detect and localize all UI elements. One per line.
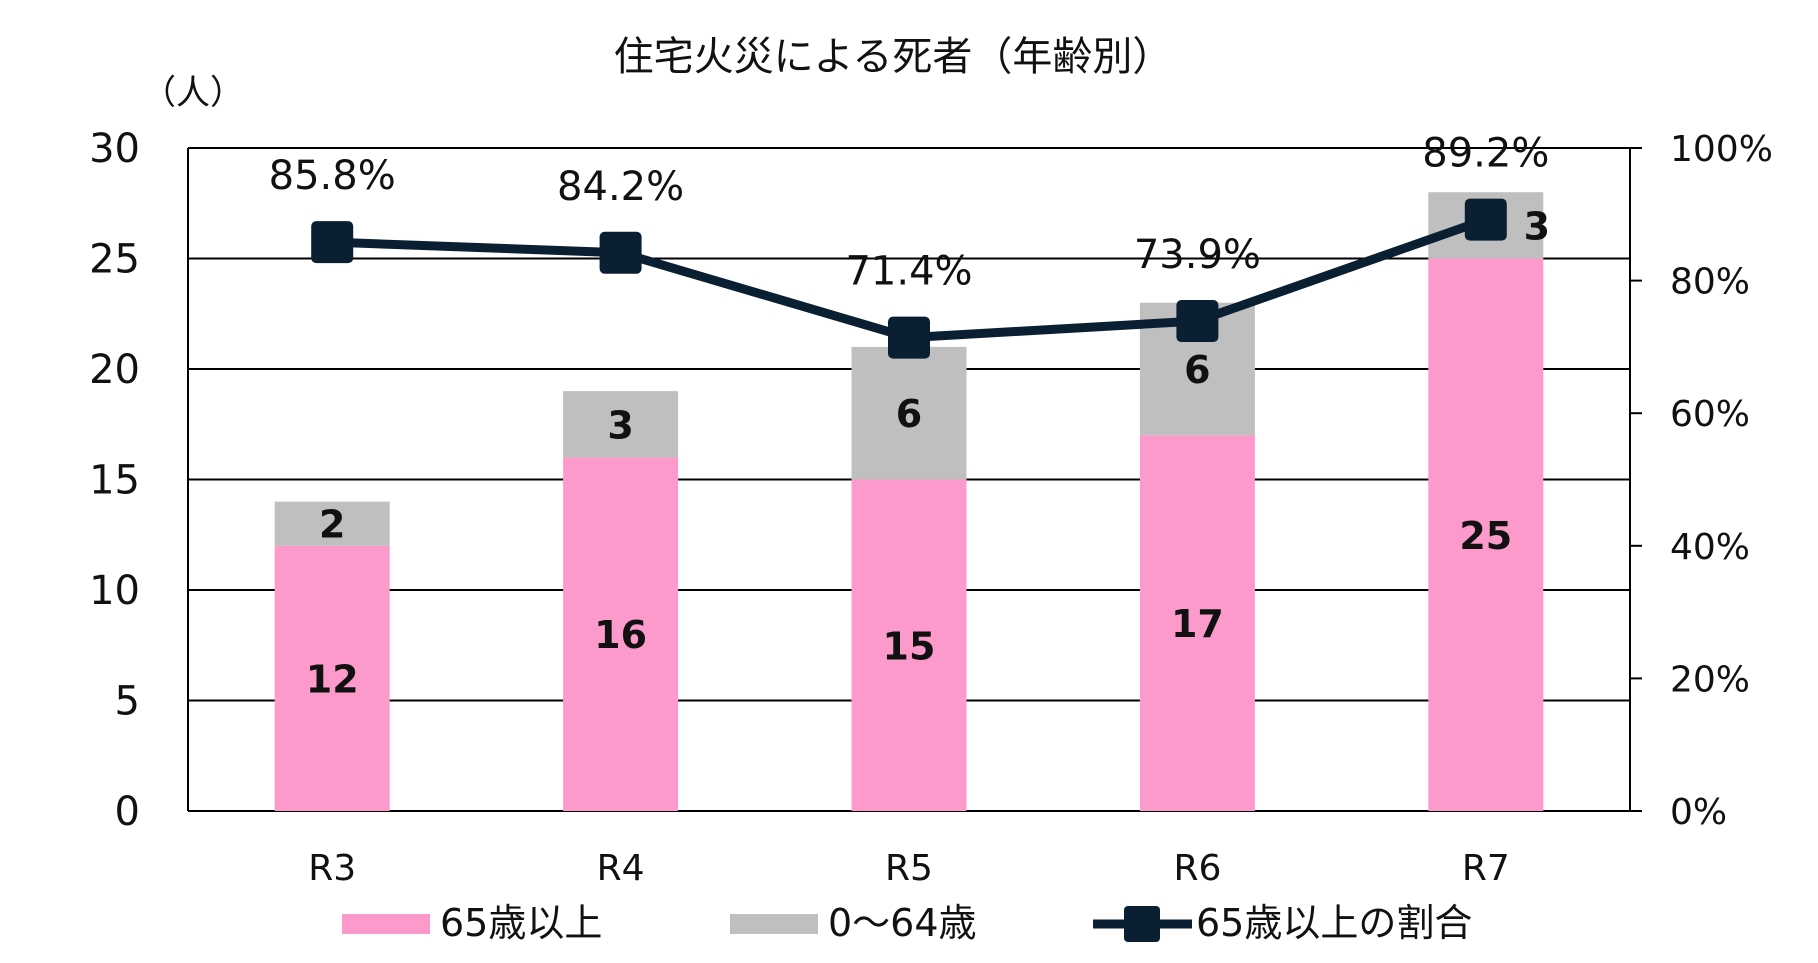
y-tick-label: 15	[89, 458, 140, 504]
legend: 65歳以上 0～64歳 65歳以上の割合	[342, 901, 1472, 945]
ratio-value-label: 71.4%	[845, 249, 972, 295]
y-tick-label: 0	[115, 789, 140, 835]
bar-segment	[1428, 258, 1544, 811]
chart-title: 住宅火災による死者（年齢別）	[614, 34, 1173, 80]
ratio-value-label: 73.9%	[1134, 232, 1261, 278]
y2-axis-ticks: 0% 20% 40% 60% 80% 100%	[1630, 129, 1773, 833]
ratio-value-label: 89.2%	[1422, 131, 1549, 177]
bar-segment	[851, 346, 967, 480]
x-tick-label: R3	[308, 848, 356, 889]
bar-value-label: 15	[883, 624, 936, 668]
y-tick-label: 10	[89, 568, 140, 614]
y2-tick-label: 100%	[1670, 129, 1773, 170]
ratio-marker	[1464, 198, 1507, 241]
y-tick-label: 20	[89, 347, 140, 393]
bar-value-label: 6	[1184, 348, 1210, 392]
bar-value-label: 25	[1459, 514, 1512, 558]
bar-value-label: 2	[319, 503, 345, 547]
bar-value-label: 17	[1171, 602, 1224, 646]
y-axis-unit: （人）	[142, 73, 244, 113]
y-tick-label: 25	[89, 237, 140, 283]
bar-segment	[563, 457, 679, 811]
y-tick-label: 30	[89, 126, 140, 172]
bar-segment	[1139, 435, 1255, 811]
bar-segment	[274, 501, 390, 546]
y2-tick-label: 0%	[1670, 792, 1727, 833]
legend-marker	[1124, 906, 1160, 942]
ratio-marker	[311, 221, 354, 264]
y-axis-ticks: 0 5 10 15 20 25 30	[89, 126, 140, 835]
ratio-line: 85.8% 84.2% 71.4% 73.9% 89.2%	[269, 131, 1549, 359]
bars: 12 16 15 17 25 2 3 6 6 3	[274, 192, 1550, 811]
bar-value-label: 12	[306, 657, 359, 701]
bar-value-label: 3	[1524, 204, 1550, 248]
legend-label: 65歳以上の割合	[1196, 901, 1472, 945]
x-tick-label: R6	[1173, 848, 1221, 889]
y-tick-label: 5	[115, 679, 140, 725]
y2-tick-label: 80%	[1670, 262, 1750, 303]
bar-segment	[274, 545, 390, 811]
legend-swatch	[342, 914, 430, 934]
x-tick-label: R4	[597, 848, 645, 889]
legend-label: 0～64歳	[828, 901, 977, 945]
bar-segment	[851, 479, 967, 811]
ratio-marker	[1176, 300, 1219, 343]
x-tick-label: R7	[1462, 848, 1510, 889]
y2-tick-label: 60%	[1670, 394, 1750, 435]
x-axis-ticks: R3 R4 R5 R6 R7	[308, 848, 1510, 889]
ratio-marker	[599, 231, 642, 274]
y2-tick-label: 20%	[1670, 659, 1750, 700]
y2-tick-label: 40%	[1670, 527, 1750, 568]
ratio-marker	[888, 316, 930, 359]
bar-value-label: 16	[594, 613, 647, 657]
bar-value-label: 3	[607, 403, 633, 447]
ratio-value-label: 84.2%	[557, 164, 684, 210]
bar-segment	[563, 391, 679, 458]
x-tick-label: R5	[885, 848, 933, 889]
ratio-value-label: 85.8%	[269, 153, 396, 199]
legend-label: 65歳以上	[440, 901, 602, 945]
legend-swatch	[730, 914, 818, 934]
bar-value-label: 6	[896, 392, 922, 436]
